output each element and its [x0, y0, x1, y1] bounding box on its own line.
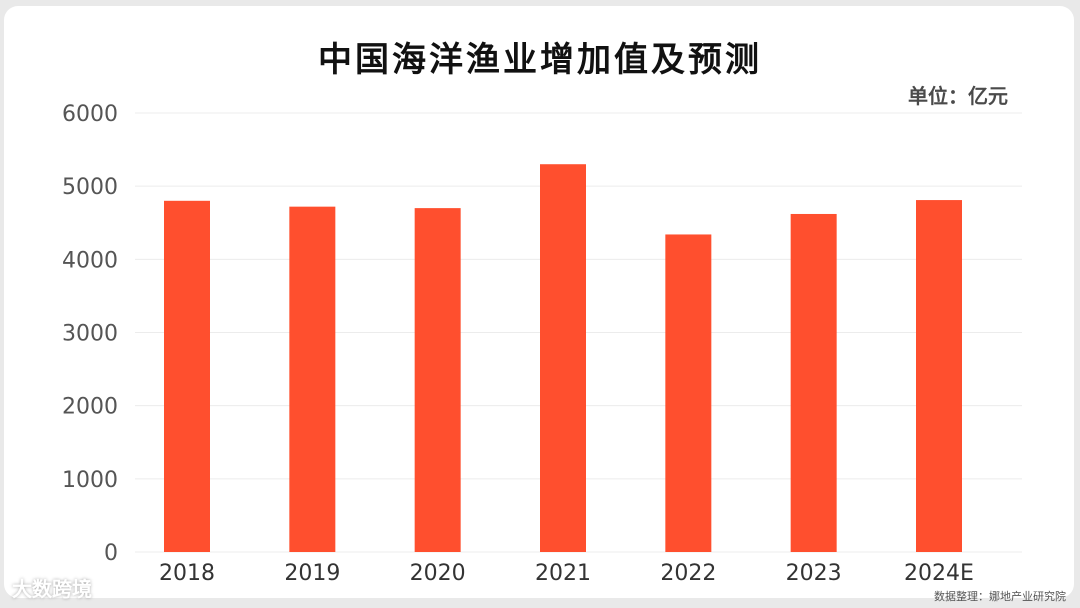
y-tick-label: 0 — [104, 541, 118, 566]
x-tick-label: 2020 — [410, 561, 466, 586]
y-tick-label: 2000 — [62, 395, 118, 420]
y-tick-label: 1000 — [62, 468, 118, 493]
y-tick-label: 5000 — [62, 175, 118, 200]
bar-2020 — [414, 208, 461, 552]
brand-logo: 大数跨境 — [12, 577, 92, 601]
bar-2024E — [916, 200, 962, 552]
x-tick-label: 2019 — [284, 561, 340, 586]
x-tick-label: 2021 — [535, 561, 591, 586]
bar-2018 — [164, 200, 210, 553]
bars — [164, 164, 962, 553]
chart-title: 中国海洋渔业增加值及预测 — [318, 40, 762, 80]
bar-2022 — [665, 234, 712, 552]
x-tick-label: 2024E — [904, 561, 974, 586]
x-tick-label: 2023 — [786, 561, 842, 586]
y-tick-label: 4000 — [62, 248, 118, 273]
unit-label: 单位：亿元 — [908, 84, 1008, 108]
x-axis-labels: 2018 2019 2020 2021 2022 2023 2024E — [159, 561, 974, 586]
data-source: 数据整理：娜地产业研究院 — [934, 590, 1066, 603]
bar-2019 — [289, 206, 336, 553]
x-tick-label: 2022 — [660, 561, 716, 586]
y-tick-label: 3000 — [62, 322, 118, 347]
bar-2023 — [790, 213, 837, 552]
bar-2021 — [540, 164, 586, 552]
y-axis-ticks: 0 1000 2000 3000 4000 5000 6000 — [62, 102, 118, 566]
y-tick-label: 6000 — [62, 102, 118, 127]
x-tick-label: 2018 — [159, 561, 215, 586]
